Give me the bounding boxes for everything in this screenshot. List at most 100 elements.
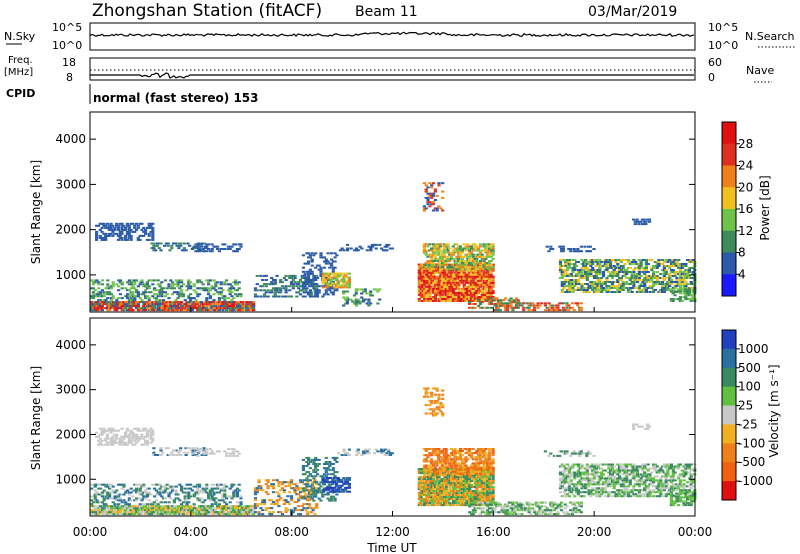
range-time-cell — [455, 243, 459, 246]
range-time-cell — [640, 218, 644, 221]
range-time-cell — [596, 273, 600, 275]
range-time-cell — [293, 281, 297, 284]
range-time-cell — [556, 306, 560, 309]
range-time-cell — [293, 507, 297, 510]
range-time-cell — [567, 263, 571, 265]
range-time-cell — [466, 293, 470, 296]
range-time-cell — [127, 234, 131, 237]
range-time-cell — [489, 271, 493, 274]
range-time-cell — [118, 499, 122, 502]
range-time-cell — [176, 513, 180, 516]
range-time-cell — [322, 266, 327, 269]
range-time-cell — [419, 470, 423, 473]
range-time-cell — [652, 289, 656, 291]
range-time-cell — [307, 272, 311, 275]
range-time-cell — [468, 268, 472, 271]
range-time-cell — [623, 275, 627, 277]
range-time-cell — [113, 309, 117, 312]
range-time-cell — [558, 265, 563, 267]
range-time-cell — [468, 281, 472, 284]
range-time-cell — [345, 290, 349, 293]
range-time-cell — [261, 501, 265, 504]
range-time-cell — [360, 296, 364, 299]
range-time-cell — [180, 309, 184, 312]
range-time-cell — [127, 509, 131, 512]
range-time-cell — [439, 296, 443, 298]
range-time-cell — [387, 454, 391, 456]
range-time-cell — [197, 244, 201, 247]
range-time-cell — [662, 287, 666, 289]
range-time-cell — [648, 275, 652, 277]
range-time-cell — [174, 307, 178, 310]
range-time-cell — [423, 474, 427, 477]
range-time-cell — [109, 483, 113, 486]
range-time-cell — [578, 271, 582, 273]
range-time-cell — [225, 452, 229, 455]
range-time-cell — [471, 249, 475, 252]
range-time-cell — [324, 463, 328, 465]
range-time-cell — [109, 427, 113, 430]
colorbar-tick-label: 4 — [738, 267, 746, 281]
range-time-cell — [153, 505, 157, 508]
range-time-cell — [135, 483, 139, 486]
range-time-cell — [178, 309, 182, 312]
range-time-cell — [450, 293, 454, 296]
range-time-cell — [118, 443, 122, 446]
range-time-cell — [637, 259, 641, 261]
range-time-cell — [626, 261, 631, 263]
range-time-cell — [93, 295, 97, 298]
range-time-cell — [365, 452, 369, 455]
range-time-cell — [682, 287, 686, 289]
range-time-cell — [96, 224, 101, 227]
range-time-cell — [431, 253, 435, 256]
range-time-cell — [345, 272, 350, 275]
range-time-cell — [428, 482, 432, 485]
range-time-cell — [661, 269, 665, 271]
range-time-cell — [142, 301, 146, 304]
range-time-cell — [669, 281, 674, 283]
range-time-cell — [315, 285, 319, 288]
y-tick-label: 3000 — [55, 177, 86, 191]
range-time-cell — [116, 238, 120, 241]
range-time-cell — [275, 501, 279, 504]
range-time-cell — [135, 499, 139, 502]
range-time-cell — [196, 281, 200, 284]
range-time-cell — [585, 287, 589, 289]
range-time-cell — [111, 283, 115, 286]
range-time-cell — [360, 288, 364, 291]
range-time-cell — [430, 484, 434, 487]
range-time-cell — [669, 265, 674, 267]
range-time-cell — [100, 222, 104, 225]
range-time-cell — [147, 285, 151, 288]
range-time-cell — [310, 493, 314, 496]
range-time-cell — [138, 507, 142, 510]
range-time-cell — [314, 465, 318, 467]
range-time-cell — [484, 247, 488, 250]
range-time-cell — [321, 475, 325, 478]
range-time-cell — [342, 488, 346, 491]
range-time-cell — [576, 250, 580, 253]
range-time-cell — [473, 275, 477, 278]
range-time-cell — [478, 266, 483, 269]
range-time-cell — [669, 263, 674, 265]
range-time-cell — [444, 262, 448, 265]
range-time-cell — [97, 507, 101, 510]
range-time-cell — [439, 268, 443, 271]
range-time-cell — [473, 264, 477, 267]
range-time-cell — [324, 289, 328, 292]
range-time-cell — [199, 281, 203, 284]
range-time-cell — [347, 280, 351, 283]
range-time-cell — [190, 248, 194, 250]
range-time-cell — [644, 263, 648, 265]
range-time-cell — [133, 507, 137, 510]
range-time-cell — [657, 263, 661, 265]
range-time-cell — [307, 463, 311, 465]
range-time-cell — [424, 196, 428, 199]
range-time-cell — [565, 302, 569, 305]
range-time-cell — [684, 275, 688, 277]
range-time-cell — [223, 501, 227, 504]
range-time-cell — [610, 277, 614, 279]
range-time-cell — [585, 283, 589, 285]
range-time-cell — [419, 291, 423, 294]
range-time-cell — [135, 491, 139, 494]
